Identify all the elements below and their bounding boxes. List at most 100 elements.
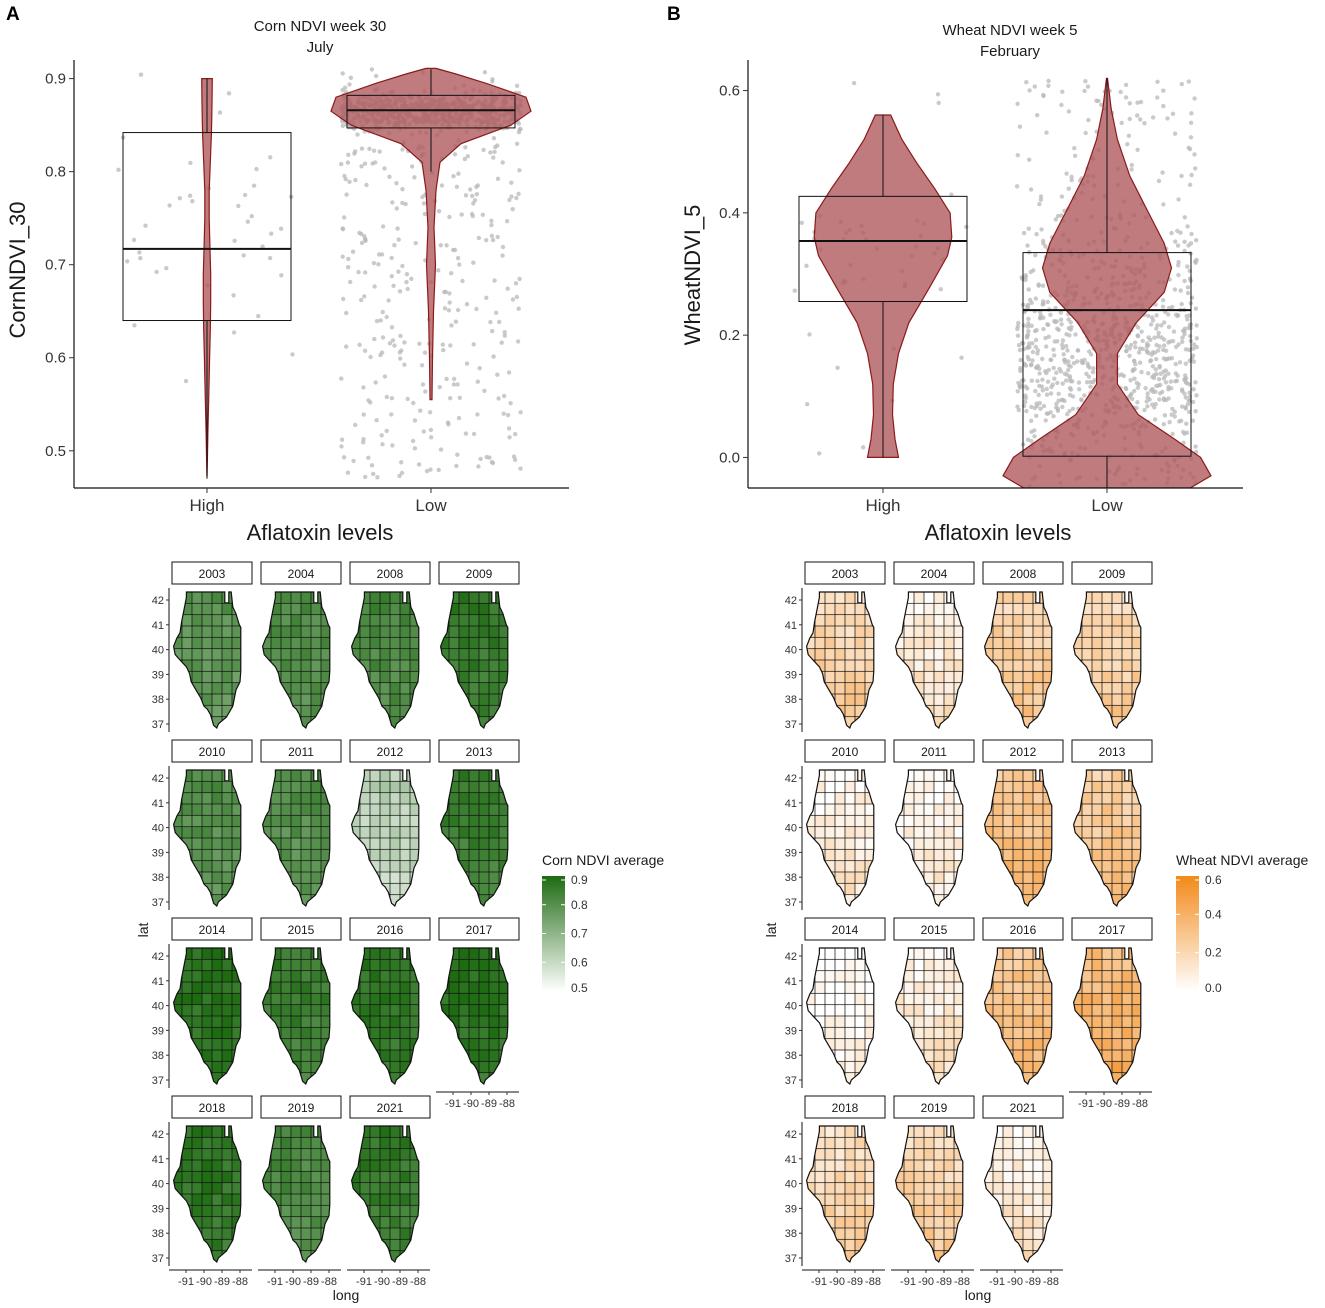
county xyxy=(1053,861,1063,873)
county xyxy=(300,1004,312,1017)
county xyxy=(834,636,846,650)
jitter-point xyxy=(389,396,395,401)
jitter-point xyxy=(251,183,257,188)
county xyxy=(834,625,846,638)
jitter-point xyxy=(1059,322,1064,327)
county xyxy=(854,970,866,983)
county xyxy=(1142,895,1152,907)
county xyxy=(1142,883,1152,895)
county xyxy=(1032,894,1044,906)
county xyxy=(458,1060,470,1074)
jitter-point xyxy=(1079,397,1084,402)
county xyxy=(369,704,381,718)
county xyxy=(173,670,183,684)
county xyxy=(280,871,292,884)
county xyxy=(1081,837,1093,850)
county xyxy=(478,848,490,862)
jitter-point xyxy=(1188,241,1194,246)
jitter-point xyxy=(267,255,273,261)
county xyxy=(310,814,322,828)
county xyxy=(1053,615,1063,627)
jitter-point xyxy=(245,219,250,224)
jitter-point xyxy=(437,384,442,390)
county xyxy=(389,1182,401,1195)
jitter-point xyxy=(436,268,441,273)
county xyxy=(1091,970,1103,983)
county xyxy=(310,1136,322,1150)
county xyxy=(211,1049,223,1062)
county xyxy=(331,1217,341,1229)
county xyxy=(201,602,213,616)
county xyxy=(458,848,470,862)
facet-strip-label: 2009 xyxy=(466,567,493,581)
jitter-point xyxy=(1167,420,1172,425)
county xyxy=(242,1039,252,1051)
jitter-point xyxy=(342,215,347,220)
jitter-point xyxy=(1191,346,1196,351)
county xyxy=(478,958,490,972)
jitter-point xyxy=(342,173,347,179)
county xyxy=(933,1038,945,1051)
facet-strip-label: 2010 xyxy=(199,745,226,759)
county xyxy=(191,648,203,661)
jitter-point xyxy=(499,340,504,345)
jitter-point xyxy=(190,199,195,204)
county xyxy=(875,1039,885,1051)
county xyxy=(440,648,450,661)
county xyxy=(351,894,361,906)
county xyxy=(331,592,341,604)
county xyxy=(468,1026,480,1040)
county xyxy=(369,592,381,604)
county xyxy=(824,1250,836,1262)
county xyxy=(844,659,856,672)
county xyxy=(173,1216,183,1229)
county xyxy=(290,602,302,616)
county xyxy=(201,803,213,816)
county xyxy=(181,648,193,661)
county xyxy=(211,614,223,627)
county xyxy=(844,1038,856,1051)
county xyxy=(806,894,816,906)
county xyxy=(834,1072,846,1084)
county xyxy=(903,636,915,650)
jitter-point xyxy=(1156,377,1162,382)
county xyxy=(1022,625,1034,638)
county xyxy=(875,781,885,793)
jitter-point xyxy=(487,455,492,460)
county xyxy=(310,1072,322,1084)
county xyxy=(420,1205,430,1217)
county xyxy=(834,894,846,906)
county xyxy=(389,1227,401,1240)
county xyxy=(933,682,945,695)
county xyxy=(895,848,905,862)
county xyxy=(964,982,974,994)
lat-tick-label: 42 xyxy=(152,595,164,607)
county xyxy=(389,803,401,816)
county xyxy=(933,871,945,884)
county xyxy=(1091,716,1103,728)
county xyxy=(478,1038,490,1051)
county xyxy=(420,883,430,895)
county xyxy=(211,1227,223,1240)
county xyxy=(834,648,846,661)
county xyxy=(262,1004,272,1017)
county xyxy=(875,1126,885,1138)
county xyxy=(488,848,500,862)
county xyxy=(399,1126,411,1138)
jitter-point xyxy=(1153,367,1159,372)
county xyxy=(854,636,866,650)
county xyxy=(498,770,508,782)
county xyxy=(359,1072,371,1084)
county xyxy=(854,958,866,972)
county xyxy=(458,948,470,960)
county xyxy=(478,871,490,884)
jitter-point xyxy=(1048,312,1053,317)
long-tick-label: -90 xyxy=(285,1276,301,1288)
county xyxy=(369,1015,381,1028)
county xyxy=(1042,1060,1052,1074)
county xyxy=(359,1049,371,1062)
county xyxy=(1101,648,1113,661)
county xyxy=(399,625,411,638)
county xyxy=(201,792,213,805)
